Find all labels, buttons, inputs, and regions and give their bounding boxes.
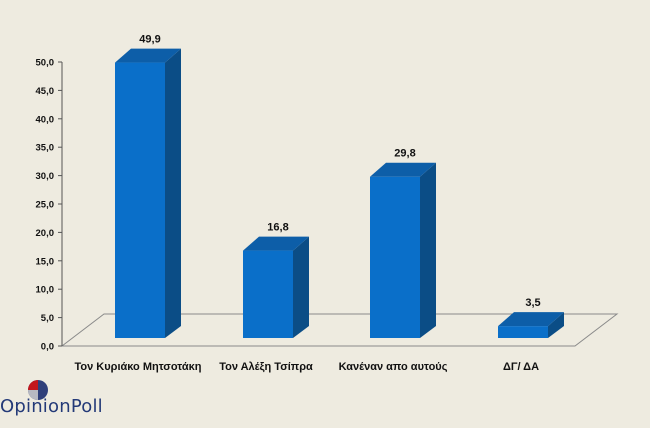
opinionpoll-circle-logo-icon: [28, 380, 48, 400]
y-tick-label: 25,0: [36, 200, 55, 211]
category-labels: Τον Κυριάκο Μητσοτάκη Τον Αλέξη Τσίπρα Καν…: [75, 361, 540, 373]
y-tick-label: 0,0: [41, 342, 54, 353]
floor-outline: [60, 313, 619, 347]
bar-side: [293, 236, 309, 338]
bar-side: [548, 312, 564, 338]
bar: [370, 162, 436, 338]
bar: [115, 48, 181, 339]
data-labels: 49,9 16,8 29,8 3,5: [139, 34, 540, 310]
y-tick-label: 10,0: [36, 285, 55, 296]
y-tick-label: 35,0: [36, 143, 55, 154]
bar-top: [370, 162, 436, 177]
bar-front: [498, 326, 548, 338]
data-label: 16,8: [267, 222, 288, 234]
category-label: ΔΓ/ ΔΑ: [503, 361, 539, 373]
y-tick-label: 15,0: [36, 256, 55, 267]
bar: [243, 236, 309, 338]
y-tick-label: 30,0: [36, 171, 55, 182]
chart-floor: [60, 313, 619, 347]
y-axis: 0,0 5,0 10,0 15,0 20,0 25,0 30,0 35,0 40,0 45,0 50…: [36, 58, 63, 353]
logo-text: OpinionPoll: [0, 396, 103, 417]
y-tick-label: 5,0: [41, 313, 54, 324]
bar-top: [498, 312, 564, 327]
y-tick-label: 50,0: [36, 58, 55, 69]
bar-front: [370, 176, 420, 338]
bar-top: [115, 48, 181, 63]
bar-front: [243, 250, 293, 338]
bar-front: [115, 62, 165, 339]
category-label: Τον Κυριάκο Μητσοτάκη: [75, 361, 202, 373]
opinionpoll-logo: [0, 372, 100, 426]
data-label: 49,9: [139, 34, 160, 46]
y-tick-label: 45,0: [36, 86, 55, 97]
data-label: 3,5: [525, 297, 540, 309]
category-label: Τον Αλέξη Τσίπρα: [219, 361, 313, 373]
category-label: Κανέναν απο αυτούς: [339, 361, 448, 373]
data-label: 29,8: [394, 148, 415, 160]
bar-side: [165, 48, 181, 339]
bar-side: [420, 162, 436, 338]
bars: [115, 48, 564, 339]
bar: [498, 312, 564, 338]
y-tick-label: 20,0: [36, 228, 55, 239]
bar-top: [243, 236, 309, 251]
y-tick-label: 40,0: [36, 114, 55, 125]
